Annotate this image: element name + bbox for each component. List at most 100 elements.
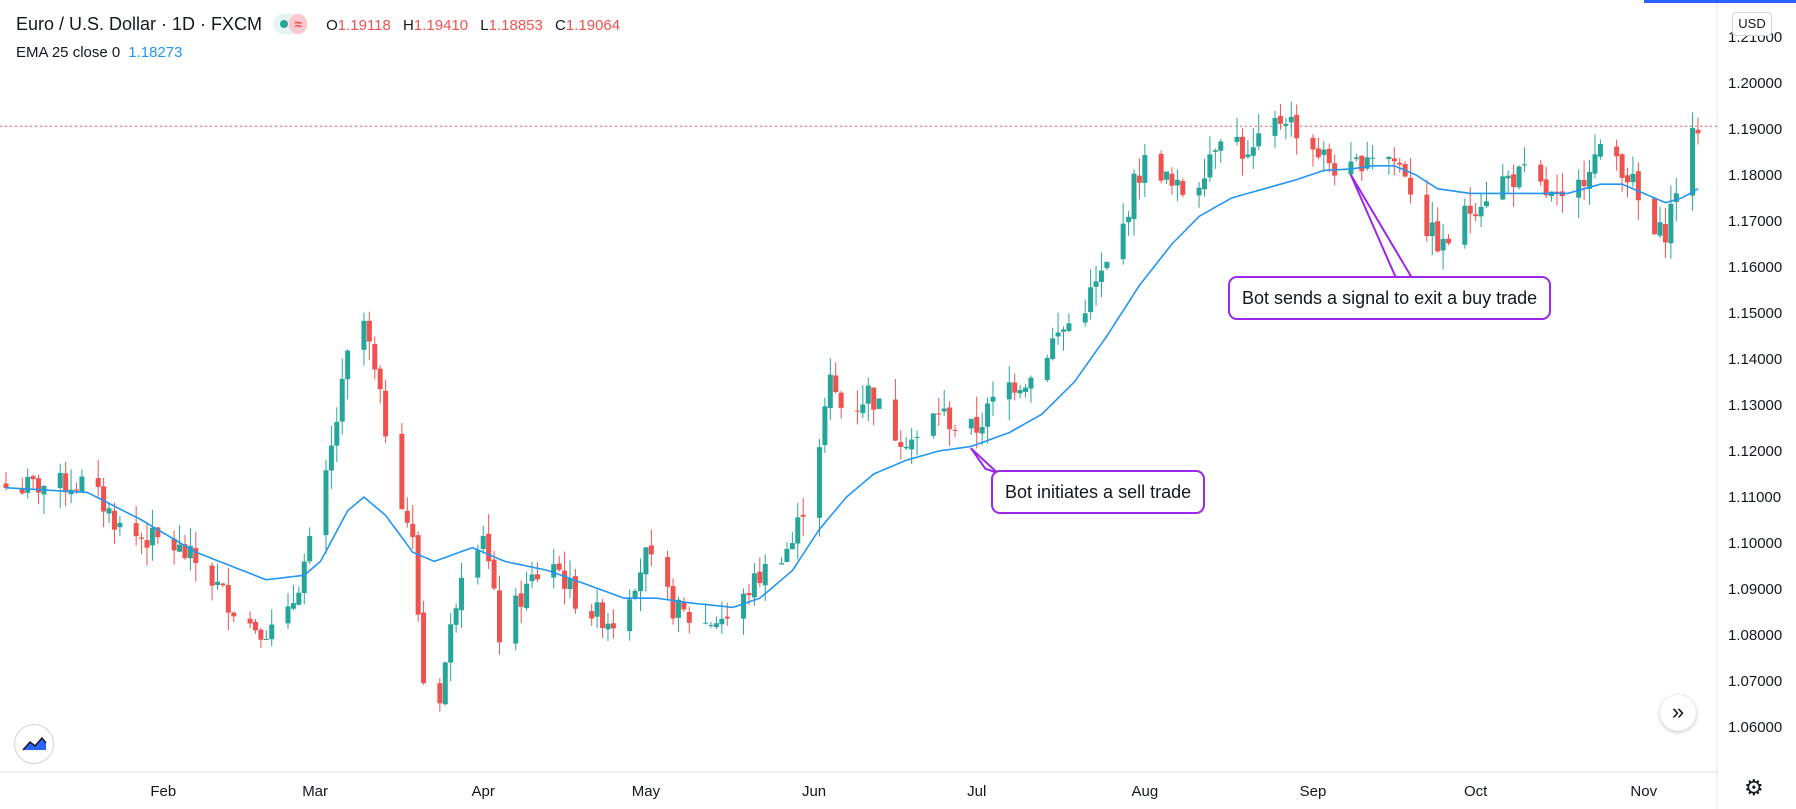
candle-body <box>209 565 215 586</box>
candle-body <box>475 550 481 578</box>
candle-body <box>1142 155 1148 183</box>
candle-body <box>486 533 492 562</box>
candle-body <box>1321 149 1327 155</box>
candle-body <box>1652 198 1658 235</box>
candle-body <box>795 517 801 544</box>
candle-body <box>1136 175 1142 183</box>
candle-body <box>1066 323 1072 331</box>
candle-body <box>1521 164 1527 166</box>
candle-body <box>1283 123 1289 126</box>
candle-body <box>746 593 752 596</box>
close-value: 1.19064 <box>565 17 621 34</box>
symbol-title[interactable]: Euro / U.S. Dollar · 1D · FXCM <box>16 14 263 34</box>
candle-body <box>1104 261 1110 268</box>
candle-body <box>1695 129 1701 134</box>
candle-body <box>1614 146 1620 157</box>
candle-body <box>779 563 784 565</box>
time-tick-label: Oct <box>1464 783 1488 800</box>
candle-body <box>1006 382 1012 400</box>
candle-body <box>838 392 844 408</box>
candle-body <box>285 606 291 624</box>
candle-body <box>497 590 502 643</box>
tradingview-logo[interactable] <box>14 724 54 764</box>
candle-body <box>1202 178 1207 190</box>
candle-body <box>1500 176 1506 200</box>
candle-body <box>1218 141 1224 151</box>
candle-body <box>1315 148 1321 158</box>
candle-body <box>399 433 405 510</box>
candle-body <box>551 564 557 578</box>
candle-body <box>1538 164 1544 182</box>
candle-body <box>247 618 253 624</box>
candle-body <box>1174 179 1180 186</box>
candle-body <box>1543 179 1549 196</box>
candle-body <box>328 445 334 471</box>
candle-body <box>1581 179 1587 187</box>
candle-body <box>1668 203 1674 244</box>
candle-body <box>57 472 63 489</box>
candle-body <box>1207 154 1213 178</box>
candle-body <box>19 488 25 494</box>
candle-body <box>1592 154 1598 174</box>
candle-body <box>415 535 421 615</box>
candle-body <box>269 624 275 640</box>
candle-body <box>1576 179 1582 198</box>
candle-body <box>1478 206 1484 217</box>
settings-button[interactable]: ⚙ <box>1744 775 1764 801</box>
candle-body <box>377 368 383 390</box>
candle-body <box>985 403 991 427</box>
ema-legend[interactable]: EMA 25 close 0 1.18273 <box>16 44 182 61</box>
sell-annotation[interactable]: Bot initiates a sell trade <box>991 470 1206 514</box>
candle-body <box>74 489 79 491</box>
price-tick-label: 1.08000 <box>1728 627 1782 644</box>
candle-body <box>133 523 139 537</box>
candle-body <box>1288 116 1294 123</box>
exit-annotation[interactable]: Bot sends a signal to exit a buy trade <box>1228 276 1552 320</box>
candle-body <box>816 447 822 518</box>
candle-body <box>79 476 85 492</box>
candle-body <box>1435 221 1441 252</box>
high-label: H <box>403 17 414 34</box>
scroll-to-realtime-button[interactable]: » <box>1660 695 1696 731</box>
candle-body <box>952 429 958 431</box>
candle-body <box>1391 158 1397 162</box>
time-tick-label: Apr <box>472 783 495 800</box>
candle-body <box>567 578 573 590</box>
market-status-badge[interactable]: ≈ <box>273 14 308 34</box>
candle-body <box>1467 205 1473 214</box>
candle-body <box>1158 153 1164 181</box>
candle-body <box>421 612 427 684</box>
high-value: 1.19410 <box>413 17 469 34</box>
candle-body <box>556 563 562 570</box>
candle-body <box>1619 154 1625 178</box>
candle-body <box>513 595 519 644</box>
candle-body <box>263 638 269 640</box>
candle-body <box>1126 216 1132 223</box>
candle-body <box>480 535 486 550</box>
price-tick-label: 1.11000 <box>1728 489 1781 506</box>
candle-body <box>1690 127 1696 196</box>
price-tick-label: 1.09000 <box>1728 581 1782 598</box>
candle-body <box>572 576 578 609</box>
candle-body <box>719 618 725 625</box>
time-tick-label: Aug <box>1131 783 1158 800</box>
candle-body <box>936 413 942 415</box>
ema-label: EMA 25 close 0 <box>16 44 121 61</box>
market-open-dot-icon <box>280 20 289 28</box>
candle-body <box>854 410 860 412</box>
candle-body <box>144 540 150 548</box>
candle-body <box>3 483 9 489</box>
candle-body <box>1673 193 1679 203</box>
currency-button[interactable]: USD <box>1732 12 1772 36</box>
candle-body <box>1050 338 1056 359</box>
candle-body <box>643 547 649 575</box>
candle-body <box>1370 157 1376 159</box>
candle-body <box>361 320 367 350</box>
candle-body <box>1429 222 1435 237</box>
candle-body <box>225 585 231 613</box>
candle-body <box>1505 175 1511 179</box>
candle-body <box>871 387 877 410</box>
candle-body <box>1511 174 1517 188</box>
candle-body <box>638 572 643 592</box>
